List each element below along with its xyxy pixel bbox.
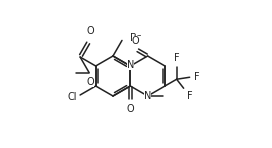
Text: F: F (187, 91, 192, 101)
Text: F: F (194, 72, 199, 82)
Text: Cl: Cl (67, 92, 77, 102)
Text: N: N (127, 60, 134, 70)
Text: O: O (86, 77, 94, 87)
Text: Br: Br (130, 33, 141, 43)
Text: O: O (86, 26, 94, 36)
Text: O: O (126, 104, 134, 114)
Text: F: F (174, 53, 180, 63)
Text: N: N (144, 91, 151, 101)
Text: O: O (132, 36, 140, 46)
